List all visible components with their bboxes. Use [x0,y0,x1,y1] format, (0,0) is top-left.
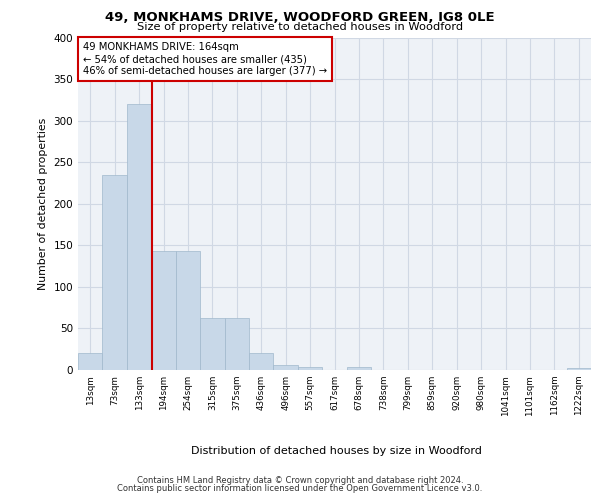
Text: Distribution of detached houses by size in Woodford: Distribution of detached houses by size … [191,446,481,456]
Bar [103,174,127,370]
Text: Contains HM Land Registry data © Crown copyright and database right 2024.: Contains HM Land Registry data © Crown c… [137,476,463,485]
Bar [274,365,298,370]
Y-axis label: Number of detached properties: Number of detached properties [38,118,48,290]
Bar [200,318,224,370]
Bar [176,251,200,370]
Text: Size of property relative to detached houses in Woodford: Size of property relative to detached ho… [137,22,463,32]
Text: 49 MONKHAMS DRIVE: 164sqm
← 54% of detached houses are smaller (435)
46% of semi: 49 MONKHAMS DRIVE: 164sqm ← 54% of detac… [83,42,327,76]
Bar [224,318,249,370]
Bar [78,354,103,370]
Text: Contains public sector information licensed under the Open Government Licence v3: Contains public sector information licen… [118,484,482,493]
Bar [151,251,176,370]
Bar [298,366,322,370]
Text: 49, MONKHAMS DRIVE, WOODFORD GREEN, IG8 0LE: 49, MONKHAMS DRIVE, WOODFORD GREEN, IG8 … [105,11,495,24]
Bar [249,354,274,370]
Bar [566,368,591,370]
Bar [347,366,371,370]
Bar [127,104,151,370]
